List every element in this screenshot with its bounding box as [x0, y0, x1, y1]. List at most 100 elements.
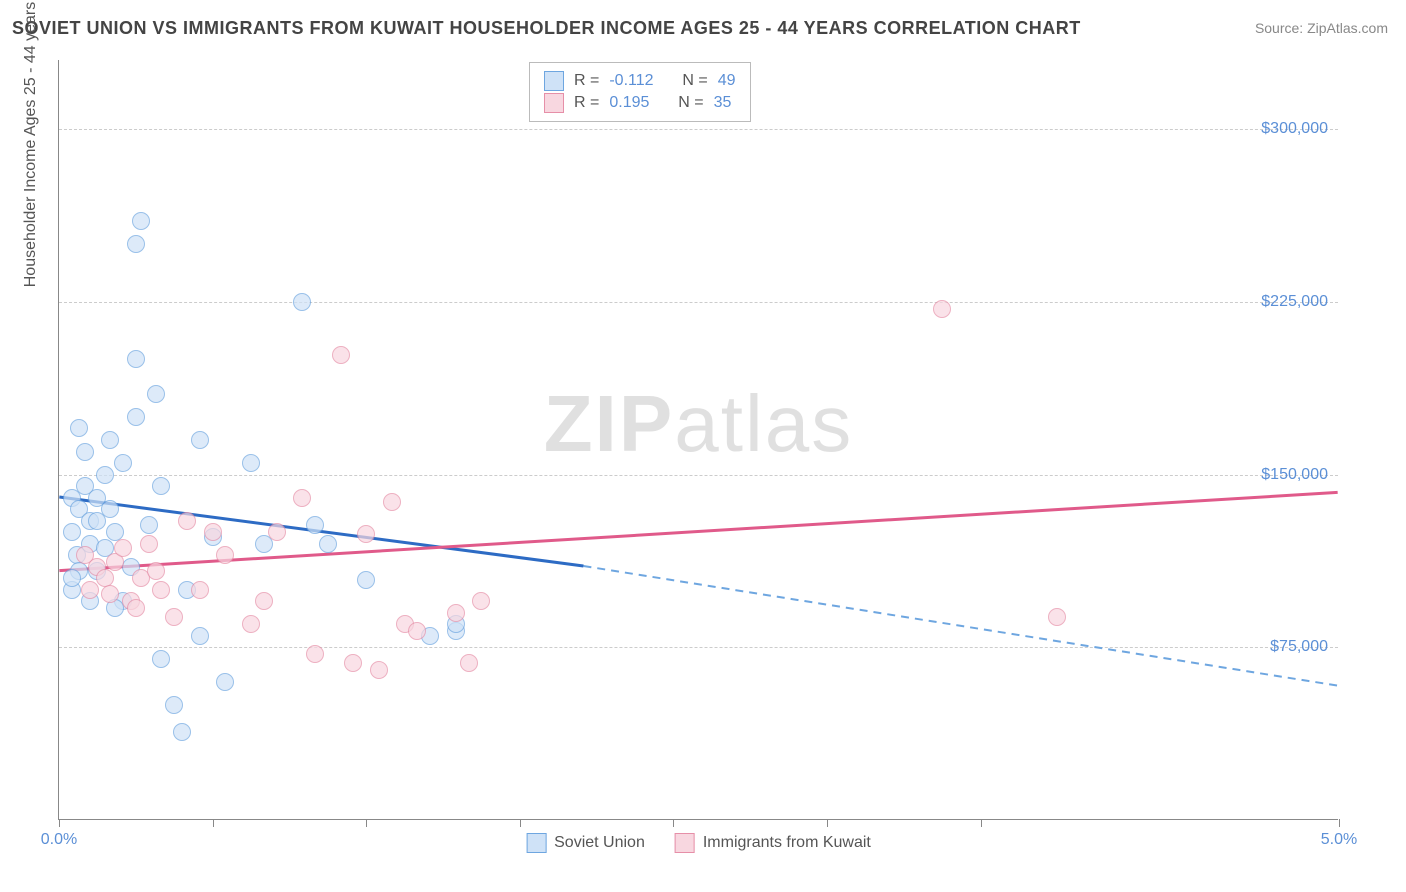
data-point	[255, 592, 273, 610]
n-label: N =	[682, 72, 707, 90]
source-label: Source:	[1255, 20, 1307, 36]
data-point	[165, 608, 183, 626]
legend-row: R = -0.112 N = 49	[544, 71, 736, 91]
data-point	[127, 235, 145, 253]
data-point	[70, 419, 88, 437]
data-point	[132, 212, 150, 230]
data-point	[76, 443, 94, 461]
x-tick	[213, 819, 214, 827]
data-point	[127, 350, 145, 368]
data-point	[81, 581, 99, 599]
data-point	[152, 477, 170, 495]
data-point	[114, 539, 132, 557]
data-point	[268, 523, 286, 541]
data-point	[216, 673, 234, 691]
trend-lines	[59, 60, 1338, 819]
watermark: ZIPatlas	[544, 378, 853, 470]
y-tick-label: $150,000	[1261, 466, 1328, 484]
x-tick	[981, 819, 982, 827]
gridline	[59, 647, 1338, 648]
data-point	[1048, 608, 1066, 626]
swatch-series-1	[675, 833, 695, 853]
r-label: R =	[574, 72, 599, 90]
y-axis-label: Householder Income Ages 25 - 44 years	[22, 2, 40, 288]
data-point	[216, 546, 234, 564]
data-point	[147, 385, 165, 403]
data-point	[191, 627, 209, 645]
data-point	[332, 346, 350, 364]
data-point	[127, 408, 145, 426]
n-value-0: 49	[718, 72, 736, 90]
x-tick	[827, 819, 828, 827]
data-point	[140, 516, 158, 534]
data-point	[293, 489, 311, 507]
data-point	[472, 592, 490, 610]
r-value-1: 0.195	[609, 94, 649, 112]
r-value-0: -0.112	[609, 72, 653, 90]
data-point	[191, 431, 209, 449]
swatch-series-0	[526, 833, 546, 853]
x-tick	[673, 819, 674, 827]
data-point	[127, 599, 145, 617]
x-tick	[1339, 819, 1340, 827]
legend-correlation: R = -0.112 N = 49 R = 0.195 N = 35	[529, 62, 751, 122]
data-point	[408, 622, 426, 640]
data-point	[173, 723, 191, 741]
data-point	[96, 466, 114, 484]
data-point	[88, 512, 106, 530]
legend-item: Soviet Union	[526, 833, 645, 853]
data-point	[178, 512, 196, 530]
series-name-1: Immigrants from Kuwait	[703, 834, 871, 852]
data-point	[319, 535, 337, 553]
series-name-0: Soviet Union	[554, 834, 645, 852]
legend-series: Soviet Union Immigrants from Kuwait	[526, 833, 871, 853]
data-point	[460, 654, 478, 672]
data-point	[152, 581, 170, 599]
x-tick-label: 0.0%	[41, 831, 77, 849]
data-point	[344, 654, 362, 672]
swatch-series-0	[544, 71, 564, 91]
legend-row: R = 0.195 N = 35	[544, 93, 736, 113]
data-point	[357, 525, 375, 543]
data-point	[306, 516, 324, 534]
data-point	[63, 569, 81, 587]
data-point	[447, 604, 465, 622]
data-point	[242, 615, 260, 633]
chart-container: SOVIET UNION VS IMMIGRANTS FROM KUWAIT H…	[0, 0, 1406, 892]
n-value-1: 35	[714, 94, 732, 112]
x-tick	[520, 819, 521, 827]
y-tick-label: $225,000	[1261, 293, 1328, 311]
source-value: ZipAtlas.com	[1307, 20, 1388, 36]
data-point	[204, 523, 222, 541]
data-point	[933, 300, 951, 318]
r-label: R =	[574, 94, 599, 112]
data-point	[357, 571, 375, 589]
gridline	[59, 302, 1338, 303]
chart-title: SOVIET UNION VS IMMIGRANTS FROM KUWAIT H…	[12, 18, 1081, 39]
data-point	[242, 454, 260, 472]
data-point	[293, 293, 311, 311]
swatch-series-1	[544, 93, 564, 113]
y-tick-label: $75,000	[1270, 638, 1328, 656]
data-point	[165, 696, 183, 714]
data-point	[191, 581, 209, 599]
data-point	[101, 585, 119, 603]
x-tick	[59, 819, 60, 827]
n-label: N =	[678, 94, 703, 112]
data-point	[306, 645, 324, 663]
data-point	[147, 562, 165, 580]
data-point	[140, 535, 158, 553]
watermark-light: atlas	[674, 379, 853, 468]
plot-area: ZIPatlas $75,000$150,000$225,000$300,000…	[58, 60, 1338, 820]
legend-item: Immigrants from Kuwait	[675, 833, 871, 853]
data-point	[63, 523, 81, 541]
data-point	[114, 454, 132, 472]
watermark-bold: ZIP	[544, 379, 674, 468]
gridline	[59, 129, 1338, 130]
x-tick	[366, 819, 367, 827]
x-tick-label: 5.0%	[1321, 831, 1357, 849]
data-point	[370, 661, 388, 679]
gridline	[59, 475, 1338, 476]
data-point	[101, 431, 119, 449]
source-attribution: Source: ZipAtlas.com	[1255, 20, 1388, 36]
